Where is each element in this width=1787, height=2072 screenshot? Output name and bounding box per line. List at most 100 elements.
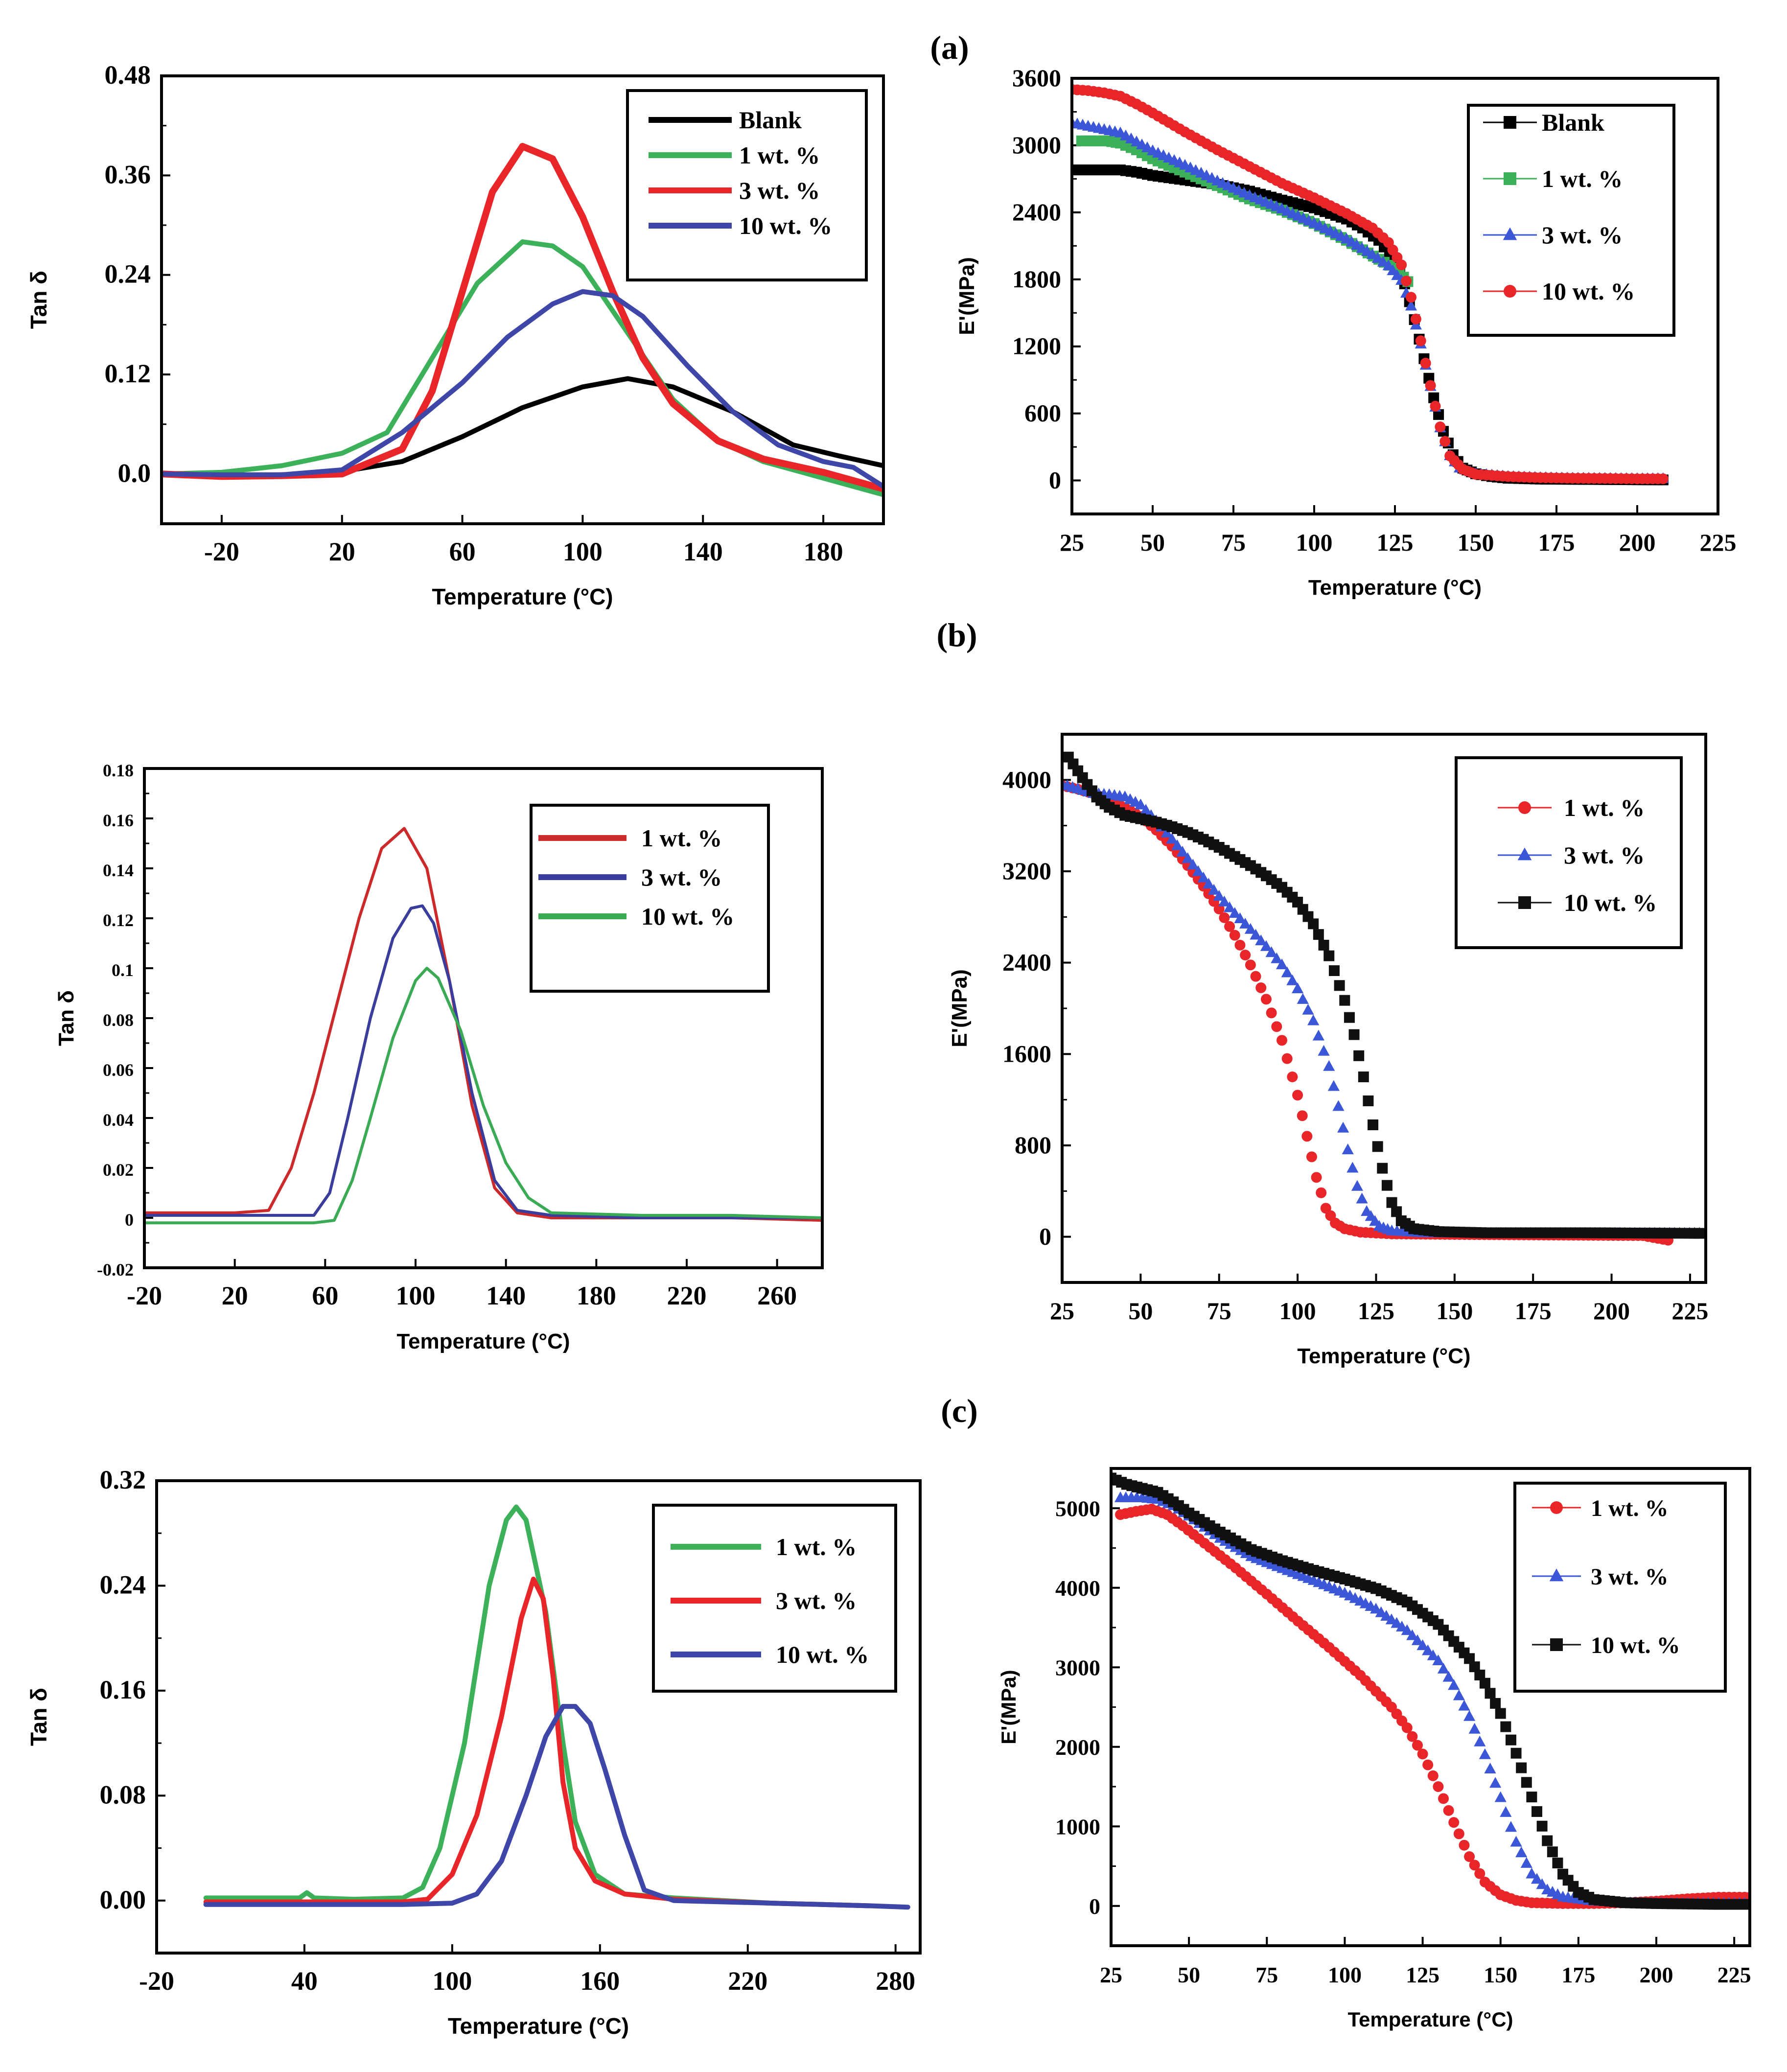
data-point (1291, 982, 1304, 994)
legend-item: 3 wt. % (1532, 1564, 1669, 1590)
plot-area (203, 1504, 910, 1910)
legend-item: 3 wt. % (538, 863, 722, 891)
data-point (1738, 1899, 1748, 1910)
data-point (1453, 1689, 1465, 1700)
plot-area (1073, 84, 1669, 486)
legend-item: 3 wt. % (1483, 221, 1623, 249)
y-tick-label: 3600 (1012, 64, 1061, 92)
y-tick-label: 4000 (1002, 766, 1051, 793)
data-point (1526, 1867, 1538, 1879)
data-point (1240, 950, 1251, 961)
data-point (1318, 939, 1329, 951)
data-point (1425, 380, 1436, 391)
data-point (1244, 923, 1256, 934)
data-point (1536, 1878, 1548, 1889)
series-3-wt- (203, 1577, 874, 1909)
panel-label-a: (a) (930, 29, 969, 66)
data-point (1411, 1634, 1424, 1645)
legend-label: 3 wt. % (641, 863, 722, 891)
x-tick-label: 75 (1221, 529, 1246, 556)
data-point (1410, 313, 1421, 325)
y-tick-label: 0.48 (105, 60, 151, 90)
data-point (1229, 930, 1240, 941)
data-point (1276, 1035, 1288, 1046)
legend-marker (1503, 227, 1517, 240)
x-tick-label: 125 (1406, 1962, 1439, 1987)
data-point (1432, 1654, 1444, 1666)
x-tick-label: 220 (728, 1966, 767, 1996)
legend-label: 1 wt. % (1591, 1495, 1669, 1521)
y-tick-label: 0.16 (100, 1675, 146, 1704)
legend-item: Blank (649, 106, 802, 134)
data-point (1485, 1688, 1496, 1699)
x-tick-label: 140 (683, 537, 723, 566)
data-point (1366, 248, 1378, 259)
data-point (1271, 1021, 1282, 1032)
data-point (1437, 1662, 1450, 1674)
data-point (1416, 1639, 1429, 1651)
data-point (1427, 1649, 1439, 1660)
x-tick-label: 125 (1377, 529, 1414, 556)
data-point (1415, 335, 1426, 347)
legend-label: 10 wt. % (641, 903, 734, 930)
y-tick-label: 2000 (1055, 1735, 1100, 1760)
data-point (1139, 804, 1152, 815)
y-tick-label: 1000 (1055, 1814, 1100, 1839)
legend-item: 3 wt. % (671, 1587, 857, 1614)
series-line (146, 904, 821, 1219)
x-axis-title: Temperature (°C) (396, 1329, 570, 1353)
x-tick-label: 225 (1717, 1962, 1751, 1987)
data-point (1203, 878, 1215, 889)
data-point (1448, 1679, 1460, 1690)
data-point (1363, 1095, 1374, 1106)
series-line (203, 1704, 910, 1910)
x-tick-label: 25 (1050, 1297, 1074, 1325)
data-point (1160, 827, 1173, 838)
data-point (1306, 1151, 1317, 1163)
panel-label-c: (c) (941, 1392, 977, 1429)
y-tick-label: 0.12 (103, 910, 134, 930)
y-tick-label: 0.1 (112, 960, 134, 980)
data-point (1542, 1835, 1553, 1846)
legend-item: 1 wt. % (1532, 1495, 1669, 1521)
x-tick-label: 100 (1328, 1962, 1362, 1987)
data-point (1377, 1163, 1388, 1174)
x-tick-label: 25 (1060, 529, 1084, 556)
x-tick-label: 225 (1671, 1297, 1708, 1325)
data-point (1386, 1197, 1397, 1208)
series-line (146, 967, 821, 1225)
x-tick-label: 280 (876, 1966, 915, 1996)
data-point (1469, 1661, 1480, 1673)
legend-label: 10 wt. % (1564, 889, 1657, 916)
data-point (1406, 1629, 1418, 1640)
plot-area (1064, 751, 1704, 1246)
data-point (1348, 1029, 1360, 1040)
y-tick-label: 0.08 (103, 1010, 134, 1030)
legend-label: 3 wt. % (1542, 221, 1623, 249)
data-point (1484, 1763, 1496, 1774)
data-point (1307, 1014, 1320, 1025)
x-tick-label: 50 (1140, 529, 1165, 556)
x-tick-label: 20 (329, 537, 355, 566)
x-tick-label: 200 (1593, 1297, 1630, 1325)
data-point (1187, 859, 1199, 870)
series-1-wt- (203, 1504, 874, 1909)
legend-label: 10 wt. % (739, 212, 832, 239)
x-tick-label: 160 (580, 1966, 620, 1996)
legend-label: 1 wt. % (776, 1533, 857, 1560)
chart-b-tan: -0.02 0 0.02 0.04 0.06 0.08 0.1 0.12 0.14 0.16 0.1… (54, 761, 824, 1353)
data-point (1547, 1846, 1558, 1858)
data-point (1510, 1747, 1522, 1759)
y-tick-label: 0.02 (103, 1160, 134, 1180)
y-tick-label: 0.00 (100, 1885, 146, 1914)
plot-area (146, 827, 821, 1225)
x-tick-label: 150 (1436, 1297, 1473, 1325)
data-point (1316, 1187, 1327, 1198)
series-3-wt- (163, 143, 882, 492)
series-10-wt- (1064, 751, 1704, 1239)
chart-c-mod: 0 1000 2000 3000 4000 5000 25 50 75 100 125 150 175 2… (997, 1467, 1751, 2031)
legend-marker (1517, 847, 1532, 861)
data-point (1260, 994, 1272, 1005)
y-tick-label: 3200 (1002, 857, 1051, 885)
legend-item: 1 wt. % (538, 824, 722, 852)
